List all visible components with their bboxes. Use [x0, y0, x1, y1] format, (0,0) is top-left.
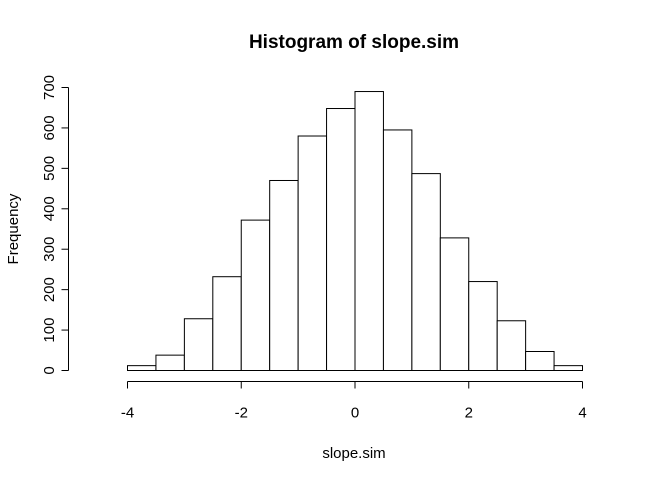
x-tick-label: 0 — [351, 405, 359, 422]
x-axis-label: slope.sim — [322, 445, 385, 462]
histogram-bar — [240, 219, 271, 371]
x-tick-label: 4 — [578, 405, 586, 422]
x-tick-label: 2 — [465, 405, 473, 422]
histogram-bar — [297, 135, 328, 371]
histogram-bar — [212, 276, 242, 371]
histogram-bar — [496, 320, 527, 371]
y-tick-label: 300 — [41, 237, 58, 262]
histogram-bar — [525, 351, 555, 371]
x-axis: -4 -2 0 2 4 — [121, 381, 587, 422]
y-tick-label: 100 — [41, 318, 58, 343]
y-axis: 0 100 200 300 400 500 600 700 — [41, 75, 69, 375]
histogram-bar — [439, 237, 470, 371]
histogram-bar — [155, 354, 185, 372]
x-tick-label: -4 — [121, 405, 134, 422]
histogram-bar — [127, 365, 157, 371]
histogram-bar — [354, 91, 384, 371]
chart-title: Histogram of slope.sim — [249, 32, 459, 53]
histogram-bar — [468, 281, 498, 371]
y-tick-label: 400 — [41, 196, 58, 221]
histogram-bar — [411, 173, 441, 371]
y-tick-label: 500 — [41, 156, 58, 181]
histogram-bar — [269, 179, 299, 371]
histogram-bar — [183, 318, 214, 371]
histogram-bar — [553, 365, 583, 371]
bars-group — [127, 91, 583, 372]
x-tick-label: -2 — [235, 405, 248, 422]
y-tick-label: 700 — [41, 75, 58, 100]
y-axis-label: Frequency — [5, 193, 22, 264]
y-tick-label: 600 — [41, 115, 58, 140]
histogram-bar — [382, 129, 413, 371]
histogram-bar — [326, 108, 356, 372]
y-tick-label: 200 — [41, 277, 58, 302]
y-tick-label: 0 — [41, 366, 58, 374]
